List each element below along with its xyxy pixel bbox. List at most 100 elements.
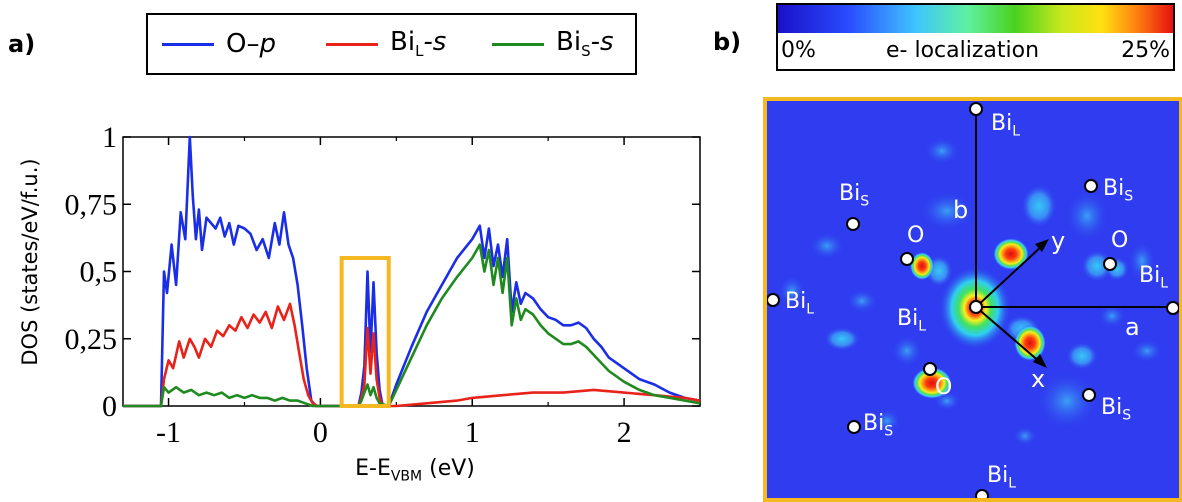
atom-bis-bl: [847, 420, 861, 434]
label-sub: S: [1124, 188, 1134, 205]
label-o-left: O: [907, 223, 925, 248]
axis-label-a: a: [1125, 313, 1140, 341]
density-blob: [1098, 304, 1126, 328]
atom-o-left: [900, 252, 914, 266]
label-bil-left: BiL: [785, 289, 814, 317]
label-main: Bi: [1101, 395, 1123, 420]
atoms: [767, 102, 1179, 498]
label-main: Bi: [1103, 176, 1125, 201]
lattice-axes: [975, 109, 1173, 368]
legend-label-bil-s: BiL-s: [390, 27, 446, 60]
atom-bil-left: [767, 293, 780, 307]
label-sub: L: [1008, 475, 1017, 492]
axis-label-b: b: [953, 196, 969, 224]
y-tick-label: 1: [102, 121, 117, 154]
series-line-2: [123, 302, 701, 408]
y-arrowhead: [1035, 239, 1049, 252]
density-blob: [1035, 371, 1099, 431]
panel-b-label: b): [713, 28, 742, 56]
density-blob: [873, 409, 901, 433]
density-blob: [1131, 339, 1163, 363]
density-blob: [1021, 184, 1057, 228]
dos-plot-area: -1 0 1 2 0 0,25 0,5 0,75 1: [65, 121, 701, 449]
density-blob: [1013, 426, 1037, 446]
label-bis-ur: BiS: [1103, 176, 1133, 204]
x-axis-arrow: [975, 306, 1042, 364]
atom-bil-top: [969, 102, 983, 116]
legend-item-bil-s: BiL-s: [326, 15, 446, 73]
label-sub: S: [884, 423, 894, 440]
label-sub: L: [806, 301, 815, 318]
label-bil-bottom: BiL: [987, 463, 1016, 491]
in-gap-highlight-box: [339, 256, 391, 408]
dos-chart: -1 0 1 2 0 0,25 0,5 0,75 1: [65, 121, 701, 449]
colorbar-gradient: [778, 5, 1173, 33]
label-sub: L: [1160, 275, 1169, 292]
label-main: Bi: [1139, 263, 1161, 288]
x-arrowhead: [1033, 354, 1047, 368]
density-blob: [891, 335, 923, 367]
localization-map: BiL BiS BiS O O BiL BiL BiL O BiS BiS Bi…: [763, 97, 1182, 502]
label-main: Bi: [991, 111, 1013, 136]
label-main: Bi: [785, 289, 807, 314]
x-axis-title-main: E-E: [355, 456, 391, 481]
x-axis-title: E-EVBM (eV): [315, 456, 515, 484]
legend-swatch-bil-s: [326, 42, 378, 46]
hotspot-lower-left: [912, 367, 952, 399]
dos-legend: O–p BiL-s BiS-s: [146, 13, 637, 75]
label-bis-ul: BiS: [839, 181, 869, 209]
hotspot-upper-left: [910, 252, 934, 280]
label-main: Bi: [839, 181, 861, 206]
series-line-3: [123, 243, 701, 408]
x-tick-label: -1: [156, 416, 181, 449]
x-tick-label: 0: [313, 416, 328, 449]
atom-o-bottom: [923, 362, 937, 376]
y-axis-arrow: [975, 244, 1044, 308]
colorbar-max-label: 25%: [1121, 38, 1170, 63]
axis-label-x: x: [1031, 365, 1046, 393]
axis-label-y: y: [1051, 227, 1066, 255]
label-main: Bi: [863, 411, 885, 436]
legend-bis-main: Bi: [556, 27, 582, 58]
legend-item-bis-s: BiS-s: [492, 15, 614, 73]
density-blob: [824, 327, 860, 351]
y-tick-label: 0: [102, 390, 117, 423]
density-blob: [924, 137, 960, 165]
atom-bil-right: [1166, 301, 1179, 315]
label-sub: L: [1012, 123, 1021, 140]
series-line-1: [123, 135, 701, 408]
panel-a-label: a): [8, 30, 36, 58]
atom-bis-ur: [1084, 179, 1098, 193]
density-blob: [778, 275, 806, 307]
x-tick-label: 2: [617, 416, 632, 449]
label-bis-bl: BiS: [863, 411, 893, 439]
label-bil-top: BiL: [991, 111, 1020, 139]
label-sub: S: [1122, 407, 1132, 424]
y-tick-label: 0,25: [65, 323, 118, 356]
legend-bil-main: Bi: [390, 27, 416, 58]
atom-bis-br: [1082, 388, 1096, 402]
density-blob: [1066, 342, 1098, 370]
label-main: Bi: [897, 306, 919, 331]
label-sub: S: [860, 193, 870, 210]
legend-bis-ital: -s: [590, 27, 614, 58]
atom-o-right: [1103, 257, 1117, 271]
legend-bil-ital: -s: [423, 27, 447, 58]
density-blob: [809, 232, 845, 260]
x-axis-title-sub: VBM: [390, 468, 423, 485]
colorbar-min-label: 0%: [781, 38, 816, 63]
label-sub: L: [918, 318, 927, 335]
atom-bil-bottom: [975, 489, 989, 498]
legend-swatch-o-p: [162, 42, 214, 46]
legend-swatch-bis-s: [492, 42, 544, 46]
y-tick-label: 0,75: [65, 188, 118, 221]
x-axis-title-unit: (eV): [422, 456, 475, 481]
label-bis-br: BiS: [1101, 395, 1131, 423]
y-tick-label: 0,5: [80, 256, 118, 289]
legend-o-main: O–: [226, 29, 260, 59]
legend-label-bis-s: BiS-s: [556, 27, 614, 60]
colorbar-title: e- localization: [886, 38, 1040, 63]
hotspot-upper-right: [993, 238, 1029, 270]
density-blob: [919, 191, 975, 231]
atom-bis-ul: [846, 217, 860, 231]
